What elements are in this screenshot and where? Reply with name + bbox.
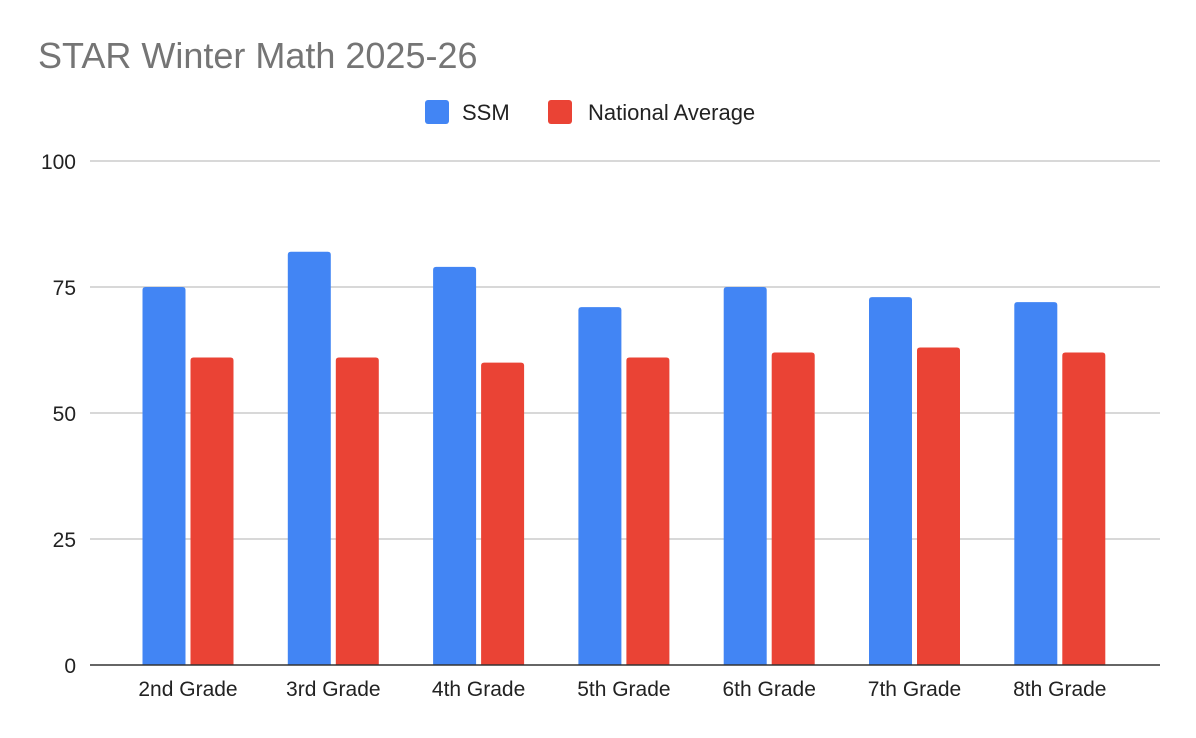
- y-tick-label: 25: [53, 529, 76, 552]
- x-tick-label: 8th Grade: [1013, 678, 1106, 701]
- bar-national-average-5th-grade: [626, 357, 670, 665]
- grid-lines: [90, 160, 1160, 540]
- y-tick-label: 100: [41, 151, 76, 174]
- bar-national-average-7th-grade: [917, 347, 960, 665]
- legend-label-ssm: SSM: [462, 100, 510, 125]
- bar-ssm-3rd-grade: [287, 251, 331, 665]
- bar-ssm-5th-grade: [578, 307, 622, 665]
- bar-national-average-8th-grade: [1062, 352, 1106, 665]
- bar-ssm-7th-grade: [869, 297, 912, 665]
- x-tick-label: 5th Grade: [577, 678, 670, 701]
- y-tick-label: 75: [53, 277, 76, 300]
- y-axis-ticks: 0 25 50 75 100: [41, 151, 76, 678]
- bar-ssm-6th-grade: [723, 287, 767, 665]
- x-tick-label: 4th Grade: [432, 678, 525, 701]
- x-tick-label: 2nd Grade: [138, 678, 237, 701]
- legend-label-national-average: National Average: [588, 100, 755, 125]
- chart-title: STAR Winter Math 2025-26: [38, 35, 478, 76]
- legend-swatch-national-average: [548, 100, 572, 124]
- y-tick-label: 50: [53, 403, 76, 426]
- bar-ssm-8th-grade: [1014, 302, 1058, 665]
- x-tick-label: 3rd Grade: [286, 678, 381, 701]
- y-tick-label: 0: [64, 655, 76, 678]
- legend: SSM National Average: [425, 100, 755, 125]
- legend-swatch-ssm: [425, 100, 449, 124]
- x-axis-ticks: 2nd Grade 3rd Grade 4th Grade 5th Grade 6th …: [138, 678, 1106, 701]
- bar-ssm-2nd-grade: [142, 287, 186, 665]
- bar-national-average-2nd-grade: [190, 357, 234, 665]
- bar-national-average-6th-grade: [771, 352, 815, 665]
- x-tick-label: 6th Grade: [722, 678, 815, 701]
- bars: [142, 251, 1106, 665]
- bar-national-average-4th-grade: [481, 362, 525, 665]
- bar-ssm-4th-grade: [433, 266, 477, 665]
- bar-national-average-3rd-grade: [335, 357, 379, 665]
- x-tick-label: 7th Grade: [868, 678, 961, 701]
